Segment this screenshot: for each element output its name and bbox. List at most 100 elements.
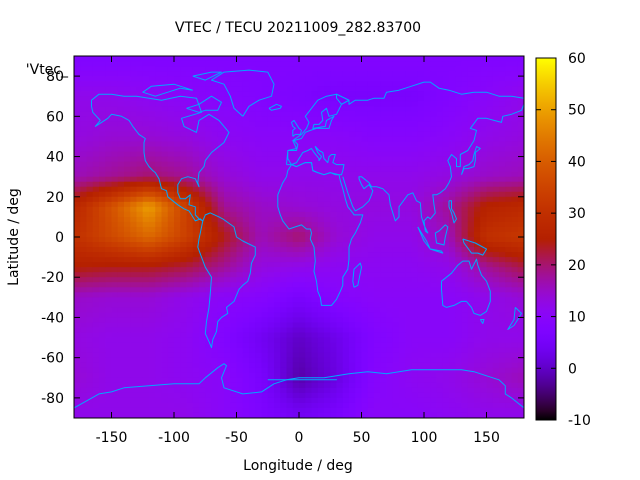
heat-cell — [86, 156, 94, 163]
heat-cell — [280, 141, 288, 148]
heat-cell — [442, 226, 450, 233]
heat-cell — [455, 101, 463, 107]
heat-cell — [92, 357, 100, 364]
heat-cell — [330, 347, 338, 354]
heat-cell — [117, 126, 125, 133]
heat-cell — [211, 337, 219, 344]
heat-cell — [174, 71, 181, 77]
heat-cell — [361, 367, 369, 374]
heat-cell — [280, 221, 288, 228]
heat-cell — [155, 166, 163, 173]
heat-cell — [167, 116, 175, 122]
heat-cell — [130, 101, 138, 107]
heat-cell — [492, 267, 500, 273]
heat-cell — [255, 116, 263, 122]
heat-cell — [336, 106, 344, 112]
heat-cell — [355, 332, 363, 339]
heat-cell — [386, 231, 394, 238]
heat-cell — [386, 71, 394, 77]
heat-cell — [311, 362, 319, 369]
heat-cell — [349, 367, 356, 374]
heat-cell — [399, 111, 406, 117]
heat-cell — [411, 317, 419, 324]
heat-cell — [155, 402, 163, 409]
heat-cell — [411, 252, 419, 258]
heat-cell — [305, 257, 313, 263]
heat-cell — [186, 76, 194, 82]
heat-cell — [236, 292, 244, 298]
heat-cell — [217, 287, 225, 293]
heat-cell — [461, 292, 469, 298]
heat-cell — [80, 211, 88, 218]
heat-cell — [111, 297, 119, 303]
heat-cell — [486, 71, 494, 77]
heat-cell — [336, 252, 344, 258]
heat-cell — [361, 382, 369, 389]
heat-cell — [492, 412, 500, 418]
heat-cell — [367, 101, 375, 107]
heat-cell — [417, 81, 425, 87]
heat-cell — [205, 252, 213, 258]
heat-cell — [217, 382, 225, 389]
heat-cell — [461, 302, 469, 308]
heat-cell — [355, 292, 363, 298]
heat-cell — [305, 71, 313, 77]
heat-cell — [380, 412, 388, 418]
heat-cell — [367, 277, 375, 283]
heat-cell — [261, 156, 269, 163]
heat-cell — [236, 71, 244, 77]
heat-cell — [255, 91, 263, 97]
heat-cell — [474, 357, 481, 364]
heat-cell — [105, 292, 113, 298]
heat-cell — [492, 131, 500, 138]
heat-cell — [361, 302, 369, 308]
heat-cell — [311, 372, 319, 379]
heat-cell — [355, 382, 363, 389]
heat-cell — [186, 297, 194, 303]
heat-cell — [211, 242, 219, 248]
heat-cell — [161, 216, 169, 223]
heat-cell — [105, 282, 113, 288]
heat-cell — [361, 66, 369, 72]
heat-cell — [261, 136, 269, 143]
heat-cell — [474, 151, 481, 158]
heat-cell — [117, 282, 125, 288]
heat-cell — [474, 322, 481, 329]
heat-cell — [480, 297, 488, 303]
heat-cell — [274, 252, 281, 258]
heat-cell — [174, 357, 181, 364]
heat-cell — [492, 106, 500, 112]
heat-cell — [355, 106, 363, 112]
heat-cell — [236, 121, 244, 127]
heat-cell — [224, 81, 231, 87]
heat-cell — [342, 66, 350, 72]
heat-cell — [211, 237, 219, 243]
heat-cell — [230, 176, 238, 183]
heat-cell — [224, 151, 231, 158]
heat-cell — [405, 392, 413, 399]
heat-cell — [161, 206, 169, 213]
heat-cell — [324, 397, 331, 404]
heat-cell — [355, 131, 363, 138]
heat-cell — [486, 231, 494, 238]
heat-cell — [342, 392, 350, 399]
heat-cell — [324, 71, 331, 77]
heat-cell — [286, 327, 294, 334]
heat-cell — [467, 221, 475, 228]
heat-cell — [299, 226, 306, 233]
heat-cell — [274, 267, 281, 273]
heat-cell — [130, 96, 138, 102]
heat-cell — [311, 242, 319, 248]
heat-cell — [430, 257, 438, 263]
heat-cell — [330, 282, 338, 288]
heat-cell — [230, 201, 238, 208]
heat-cell — [461, 111, 469, 117]
heat-cell — [292, 257, 300, 263]
heat-cell — [236, 136, 244, 143]
heat-cell — [349, 231, 356, 238]
heat-cell — [217, 307, 225, 314]
heat-cell — [474, 121, 481, 127]
heat-cell — [399, 211, 406, 218]
heat-cell — [130, 242, 138, 248]
heat-cell — [92, 332, 100, 339]
